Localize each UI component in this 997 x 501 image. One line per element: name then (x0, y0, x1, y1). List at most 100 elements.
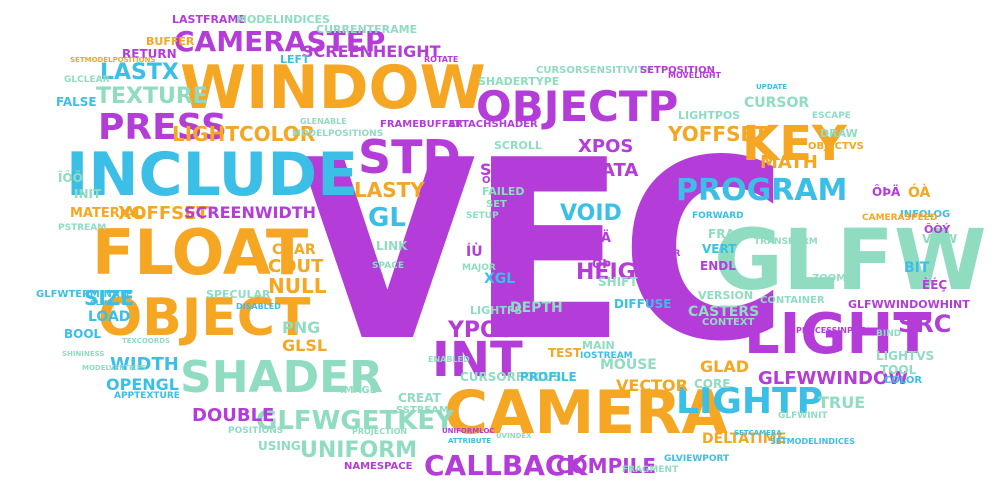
word-opengl: OPENGL (106, 375, 179, 394)
word-glfwterminate: GLFWTERMINATE (36, 289, 133, 300)
word-container: CONTAINER (760, 295, 825, 306)
word-glsl: GLSL (282, 336, 328, 355)
word-namespace: NAMESPACE (344, 461, 413, 472)
word-link: LINK (376, 239, 408, 253)
word-gl: GL (368, 203, 406, 233)
word-image: IMAGE (340, 385, 377, 396)
word-sym2: ÔÞÄ (872, 185, 901, 199)
word-lasty: LASTY (354, 178, 425, 202)
word-minor: MINOR (646, 249, 681, 259)
word-camerasspeed: CAMERASPEED (862, 213, 938, 223)
word-sym6: ÍÙ (466, 244, 483, 260)
word-xpos: XPOS (578, 136, 634, 157)
word-setmodelpositions: SETMODELPOSITIONS (70, 56, 156, 64)
word-cursorfocus: CURSORFOCUS (460, 370, 562, 384)
word-object: OBJECT (98, 288, 311, 348)
word-version: VERSION (698, 289, 754, 302)
word-vert: VERT (702, 242, 737, 256)
word-sym5: ÈÉÇ (922, 278, 948, 292)
word-math: MATH (760, 152, 818, 173)
word-data: DATA (586, 160, 639, 181)
word-material: MATERIAL (70, 206, 143, 221)
word-sym7: ÎÄ (596, 231, 611, 246)
word-glm: GLM (90, 299, 108, 307)
word-apptexture: APPTEXTURE (114, 391, 180, 401)
word-lightpos: LIGHTPOS (678, 109, 741, 122)
word-modelvertices: MODELVERTICES (82, 364, 147, 372)
word-callback: CALLBACK (424, 449, 588, 482)
word-vec: VEC (299, 108, 788, 396)
word-transform: TRANSFORM (754, 237, 818, 247)
word-lightvs: LIGHTVS (876, 349, 935, 363)
word-failed: FAILED (482, 185, 525, 198)
word-glfwinit: GLFWINIT (778, 411, 828, 421)
word-width: WIDTH (110, 354, 179, 375)
word-currentframe: CURRENTFRAME (316, 23, 418, 36)
word-compile: COMPILE (556, 454, 657, 478)
word-movelight: MOVELIGHT (668, 71, 721, 80)
word-tool: TOOL (880, 363, 917, 377)
word-char: CHAR (272, 242, 316, 258)
word-diffuse: DIFFUSE (614, 297, 672, 311)
word-setmodelindices: SETMODELINDICES (770, 437, 856, 446)
word-attribute: ATTRIBUTE (448, 437, 492, 445)
word-xoffset: XOFFSET (118, 203, 209, 224)
word-camera: CAMERA (444, 378, 728, 448)
word-press: PRESS (98, 107, 227, 148)
word-positions: POSITIONS (228, 426, 284, 436)
word-ypos: YPOS (448, 318, 515, 343)
word-int: INT (432, 332, 523, 388)
word-fragment: FRAGMENT (622, 465, 679, 475)
word-screenwidth: SCREENWIDTH (184, 203, 317, 222)
word-texture: TEXTURE (96, 84, 208, 109)
word-lightp: LIGHTP (676, 381, 823, 422)
word-window: WINDOW (180, 53, 486, 123)
word-glfw: GLFW (714, 211, 987, 309)
word-enabled: ENABLED (428, 355, 470, 364)
word-null: NULL (268, 274, 327, 298)
word-light: LIGHT (744, 302, 932, 367)
word-processinput: PROCESSINPUT (796, 326, 865, 335)
word-glad: GLAD (700, 357, 749, 376)
word-load: LOAD (88, 309, 131, 325)
word-false: FALSE (56, 95, 97, 109)
word-creat: CREAT (398, 391, 441, 405)
word-yoffset: YOFFSET (668, 122, 768, 146)
word-modelpositions: MODELPOSITIONS (292, 129, 384, 139)
word-glfwwindowhint: GLFWWINDOWHINT (848, 298, 970, 311)
word-draw: DRAW (820, 127, 858, 140)
word-bind: BIND (876, 329, 902, 339)
word-include: INCLUDE (66, 140, 359, 210)
word-casters: CASTERS (688, 304, 760, 320)
word-sym4: ÔÒÝ (924, 223, 951, 236)
word-shader: SHADER (180, 352, 384, 403)
word-bool: BOOL (64, 327, 102, 341)
word-lastx: LASTX (100, 60, 179, 85)
word-pstream: PSTREAM (58, 223, 107, 233)
word-main: MAIN (582, 339, 615, 352)
word-std: STD (358, 130, 461, 184)
word-context: CONTEXT (702, 317, 755, 328)
word-attachshader: ATTACHSHADER (448, 119, 538, 130)
word-float: FLOAT (92, 216, 309, 289)
word-size: SIZE (84, 286, 135, 310)
word-sym1: ÎÔÕ (58, 171, 83, 185)
word-setup: SETUP (466, 211, 499, 221)
word-projection: PROJECTION (352, 427, 408, 436)
word-uvindex: UVINDEX (496, 432, 532, 440)
word-view: VIEW (922, 232, 958, 246)
word-setcamera: SETCAMERA (734, 429, 782, 437)
word-lightfs: LIGHTFS (470, 304, 523, 317)
word-zoom: ZOOM (812, 273, 847, 284)
word-endl: ENDL (700, 259, 736, 273)
word-deltatime: DELTATIME (702, 431, 787, 447)
word-space: SPACE (372, 261, 404, 271)
word-lightcolor: LIGHTCOLOR (172, 122, 316, 146)
word-png: PNG (282, 318, 321, 337)
word-objectvs: OBJECTVS (808, 141, 864, 152)
word-uniformloc: UNIFORMLOC (442, 427, 495, 435)
word-scroll: SCROLL (494, 139, 542, 152)
word-set: SET (486, 199, 507, 210)
word-profile: PROFILE (520, 370, 577, 384)
